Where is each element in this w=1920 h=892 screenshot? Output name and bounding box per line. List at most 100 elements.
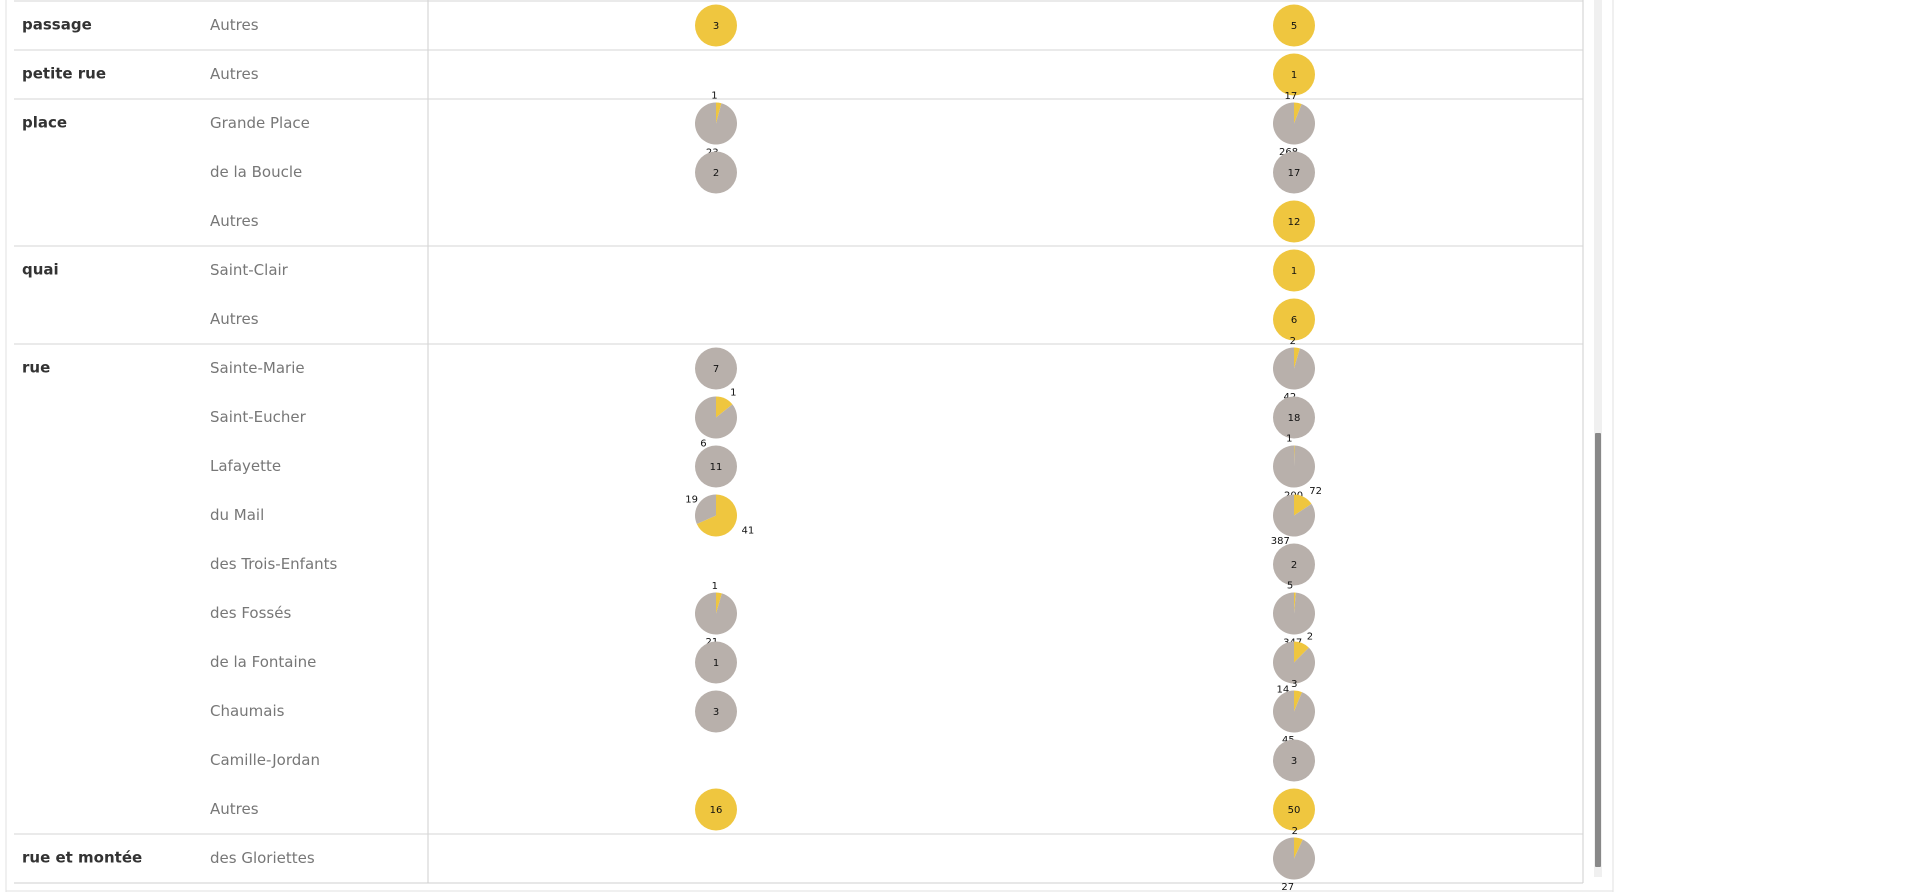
pie-slice-grey (695, 592, 738, 635)
row-label: des Gloriettes (210, 849, 315, 867)
pie-slice-grey (1273, 543, 1315, 586)
pie-slice-yellow (716, 102, 722, 124)
marks-layer: 3511231726821712167242161811120041197238… (685, 4, 1322, 892)
pie-value-label: 3 (1291, 756, 1297, 767)
row-label: de la Fontaine (210, 653, 316, 671)
pie-slice-yellow (1273, 298, 1315, 341)
pie-slice-grey (1273, 445, 1316, 488)
row-label: Autres (210, 212, 259, 230)
pie-slice-yellow (1294, 837, 1303, 859)
pie-value-label: 50 (1288, 805, 1301, 816)
pie-slice-grey (1273, 396, 1315, 439)
pie-slice-yellow (696, 494, 737, 537)
pie-slice-grey (1272, 347, 1315, 390)
pie-value-label: 6 (1291, 315, 1297, 326)
group-label: quai (22, 261, 59, 279)
pie-slice-grey (1273, 690, 1316, 733)
row-label: Autres (210, 800, 259, 818)
pie-slice-yellow (695, 788, 737, 831)
group-label: rue (22, 359, 50, 377)
pie-slice-grey (695, 396, 737, 439)
pie-yellow-label: 72 (1309, 486, 1322, 497)
pie-slice-grey (695, 641, 737, 684)
pie-slice-grey (695, 690, 737, 733)
pie-value-label: 17 (1288, 168, 1301, 179)
row-label: Chaumais (210, 702, 285, 720)
pie-slice-grey (1273, 151, 1315, 194)
row-label: Sainte-Marie (210, 359, 305, 377)
pie-slice-grey (695, 494, 716, 525)
pie-slice-yellow (1273, 249, 1315, 292)
pie-value-label: 16 (710, 805, 723, 816)
pie-slice-grey (695, 151, 737, 194)
row-label: Autres (210, 310, 259, 328)
row-label: Saint-Clair (210, 261, 289, 279)
row-label: du Mail (210, 506, 264, 524)
group-label: petite rue (22, 65, 106, 83)
pie-value-label: 2 (713, 168, 719, 179)
row-label: Saint-Eucher (210, 408, 307, 426)
pie-yellow-label: 17 (1284, 91, 1297, 102)
pie-yellow-label: 2 (1290, 336, 1296, 347)
pie-slice-yellow (1294, 690, 1303, 712)
pie-slice-grey (695, 102, 737, 145)
pie-slice-yellow (1273, 4, 1315, 47)
pie-value-label: 1 (713, 658, 719, 669)
pie-yellow-label: 2 (1307, 632, 1313, 643)
pie-slice-yellow (695, 4, 737, 47)
pie-value-label: 5 (1291, 21, 1297, 32)
row-label: des Trois-Enfants (210, 555, 338, 573)
pie-grey-label: 6 (700, 439, 706, 450)
pie-slice-yellow (1294, 494, 1312, 516)
vertical-scrollbar-thumb[interactable] (1595, 433, 1601, 867)
group-label: place (22, 114, 67, 132)
pie-slice-grey (1273, 592, 1316, 635)
pie-yellow-label: 41 (741, 526, 754, 537)
pie-yellow-label: 1 (730, 387, 736, 398)
group-label: passage (22, 16, 92, 34)
pie-value-label: 3 (713, 707, 719, 718)
pie-slice-yellow (1294, 445, 1295, 467)
pie-yellow-label: 5 (1287, 581, 1293, 592)
pie-value-label: 2 (1291, 560, 1297, 571)
pie-yellow-label: 1 (711, 91, 717, 102)
pie-value-label: 3 (713, 21, 719, 32)
pie-yellow-label: 1 (712, 581, 718, 592)
pie-slice-grey (1273, 739, 1315, 782)
pie-slice-yellow (1273, 200, 1315, 243)
pie-slice-grey (695, 445, 737, 488)
pie-slice-yellow (1273, 788, 1315, 831)
pie-value-label: 11 (710, 462, 723, 473)
pie-grey-label: 27 (1281, 882, 1294, 892)
row-label: Grande Place (210, 114, 310, 132)
pie-value-label: 18 (1288, 413, 1301, 424)
pie-value-label: 1 (1291, 266, 1297, 277)
pie-value-label: 1 (1291, 70, 1297, 81)
pie-value-label: 12 (1288, 217, 1301, 228)
pie-slice-grey (1273, 102, 1315, 145)
row-label: de la Boucle (210, 163, 302, 181)
row-label: Camille-Jordan (210, 751, 320, 769)
pie-grey-label: 19 (685, 495, 698, 506)
row-label: Autres (210, 16, 259, 34)
pie-value-label: 7 (713, 364, 719, 375)
pie-yellow-label: 1 (1286, 434, 1292, 445)
pie-slice-grey (695, 347, 737, 390)
pie-slice-yellow (716, 592, 722, 614)
pie-grey-label: 14 (1277, 684, 1290, 695)
group-label: rue et montée (22, 849, 142, 867)
pie-slice-grey (1273, 837, 1316, 880)
pie-slice-yellow (1273, 53, 1315, 96)
pie-slice-yellow (1294, 641, 1309, 663)
pie-slice-grey (1273, 641, 1315, 684)
pie-slice-yellow (1294, 102, 1302, 124)
pie-slice-yellow (1294, 347, 1300, 369)
pie-yellow-label: 2 (1292, 826, 1298, 837)
row-label: des Fossés (210, 604, 291, 622)
row-label: Autres (210, 65, 259, 83)
pie-grey-label: 387 (1271, 536, 1290, 547)
pie-slice-yellow (716, 396, 733, 418)
row-label: Lafayette (210, 457, 281, 475)
rows-layer: passage Autres petite rue Autres place Grande… (14, 0, 1583, 867)
